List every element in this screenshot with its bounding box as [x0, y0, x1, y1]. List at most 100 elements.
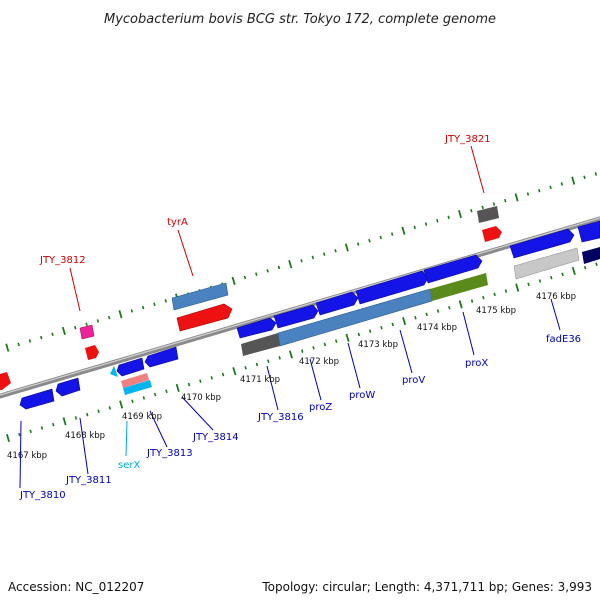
major-tick — [288, 260, 293, 269]
minor-tick — [142, 396, 146, 400]
major-tick — [119, 400, 124, 409]
minor-tick — [311, 255, 315, 260]
gene-blue-f1 — [236, 317, 277, 339]
label-leaders — [19, 145, 561, 489]
gene-navy-r — [582, 247, 600, 264]
gene-label-proW: proW — [349, 390, 375, 401]
minor-tick — [28, 339, 32, 343]
minor-tick — [278, 356, 281, 360]
minor-tick — [153, 302, 156, 307]
minor-tick — [368, 329, 372, 333]
gene-label-proV: proV — [402, 375, 425, 386]
minor-tick — [595, 262, 598, 267]
gene-cyan-serX — [110, 366, 118, 377]
minor-tick — [390, 232, 394, 236]
minor-tick — [165, 389, 168, 394]
tick-label: 4169 kbp — [122, 412, 162, 422]
genes-reverse-strand — [0, 247, 600, 410]
major-tick — [458, 300, 463, 309]
minor-tick — [549, 185, 552, 190]
minor-tick — [323, 342, 327, 347]
minor-tick — [255, 362, 259, 367]
gene-red-small — [85, 345, 99, 360]
minor-tick — [436, 309, 440, 313]
major-tick — [401, 226, 406, 235]
minor-tick — [266, 269, 269, 273]
minor-tick — [29, 429, 32, 434]
minor-tick — [538, 279, 542, 283]
minor-tick — [51, 332, 54, 337]
minor-tick — [493, 292, 496, 297]
minor-tick — [267, 359, 270, 363]
minor-tick — [17, 342, 20, 347]
gene-blue-f5 — [423, 254, 483, 284]
major-tick — [515, 283, 520, 292]
minor-tick — [504, 289, 508, 293]
chromosome-backbone — [0, 216, 600, 399]
minor-tick — [482, 295, 485, 300]
gene-blue-r2 — [55, 377, 81, 397]
gene-steel-tyrA-region — [171, 282, 229, 311]
gene-blue-f3 — [315, 291, 359, 316]
minor-tick — [97, 409, 100, 414]
minor-tick — [322, 252, 326, 256]
minor-tick — [210, 376, 213, 380]
gene-label-proZ: proZ — [309, 402, 332, 413]
minor-tick — [538, 188, 541, 193]
minor-tick — [221, 372, 225, 377]
gene-blue-f6 — [509, 228, 575, 259]
minor-tick — [448, 305, 451, 310]
tick-label: 4175 kbp — [476, 306, 516, 316]
gene-gray-small — [477, 206, 499, 223]
gene-label-proX: proX — [465, 358, 488, 369]
accession-text: Accession: NC_012207 — [8, 580, 145, 594]
minor-tick — [108, 406, 112, 410]
gene-olive-r — [430, 273, 488, 301]
minor-tick — [244, 366, 247, 370]
tick-tracks — [5, 172, 598, 443]
minor-tick — [583, 265, 587, 270]
tick-label: 4168 kbp — [65, 431, 105, 441]
minor-tick — [583, 175, 586, 180]
minor-tick — [560, 182, 564, 186]
gene-label-serX: serX — [118, 460, 140, 471]
minor-tick — [380, 325, 383, 330]
minor-tick — [481, 205, 484, 210]
gene-label-tyrA: tyrA — [167, 217, 188, 228]
minor-tick — [527, 282, 530, 287]
gene-blue-r1 — [19, 388, 55, 410]
gene-gray-r — [241, 333, 280, 356]
minor-tick — [414, 315, 417, 320]
tick-label: 4173 kbp — [358, 340, 398, 350]
minor-tick — [368, 238, 371, 243]
tick-label: 4172 kbp — [299, 357, 339, 367]
minor-tick — [40, 335, 43, 340]
minor-tick — [550, 275, 553, 280]
gene-label-JTY_3821: JTY_3821 — [444, 134, 491, 145]
gene-red-JTY_3821 — [482, 226, 502, 242]
gene-label-fadE36: fadE36 — [546, 334, 581, 345]
minor-tick — [255, 272, 258, 276]
gene-blue-r3 — [116, 357, 145, 377]
major-tick — [514, 193, 519, 202]
gene-pink — [121, 373, 149, 388]
major-tick — [6, 433, 10, 443]
major-tick — [175, 383, 180, 392]
minor-tick — [334, 249, 337, 253]
minor-tick — [526, 192, 530, 196]
major-tick — [232, 367, 237, 376]
major-tick — [231, 276, 236, 285]
gene-red-tyrA — [176, 303, 233, 332]
minor-tick — [18, 432, 21, 437]
minor-tick — [391, 322, 394, 327]
genes-forward-strand — [79, 206, 600, 360]
tick-labels: 4167 kbp 4168 kbp 4169 kbp 4170 kbp 4171… — [7, 292, 576, 461]
minor-tick — [357, 332, 361, 337]
minor-tick — [164, 299, 167, 303]
minor-tick — [96, 319, 100, 323]
minor-tick — [504, 198, 507, 203]
minor-tick — [561, 272, 564, 277]
tick-label: 4167 kbp — [7, 451, 47, 461]
gene-label-JTY_3811: JTY_3811 — [65, 475, 112, 486]
minor-tick — [379, 235, 382, 240]
